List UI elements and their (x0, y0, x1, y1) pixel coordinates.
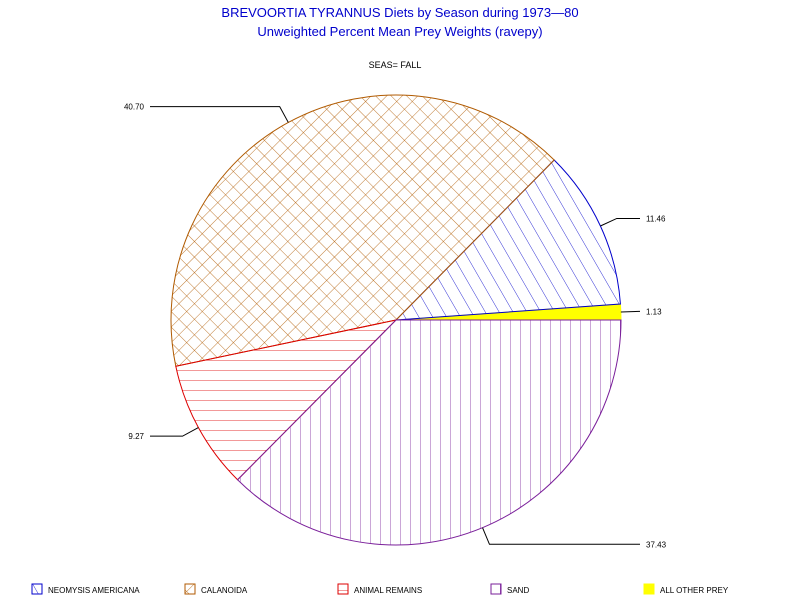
chart-subtitle: Unweighted Percent Mean Prey Weights (ra… (257, 24, 542, 39)
leader-line (150, 427, 199, 437)
pie-slice-calanoida (170, 94, 555, 367)
slice-value-label: 9.27 (128, 432, 144, 441)
legend-label: SAND (507, 586, 529, 595)
leader-line (150, 106, 289, 123)
legend-item: ALL OTHER PREY (643, 583, 729, 595)
legend-item: CALANOIDA (184, 583, 248, 595)
legend-item: NEOMYSIS AMERICANA (31, 583, 140, 595)
pie-slice-sand (236, 319, 622, 546)
legend-item: ANIMAL REMAINS (337, 583, 422, 595)
slice-value-label: 1.13 (646, 307, 662, 316)
legend-label: ALL OTHER PREY (660, 586, 729, 595)
pie-slices (170, 94, 622, 546)
legend-label: ANIMAL REMAINS (354, 586, 422, 595)
group-label: SEAS= FALL (369, 60, 422, 70)
legend-label: NEOMYSIS AMERICANA (48, 586, 140, 595)
slice-value-label: 37.43 (646, 540, 667, 549)
chart-title: BREVOORTIA TYRANNUS Diets by Season duri… (221, 5, 578, 20)
slice-value-label: 11.46 (646, 214, 666, 223)
pie-slice-animal-remains (175, 319, 398, 481)
legend-swatch (184, 583, 196, 595)
leader-line (600, 217, 640, 227)
legend-swatch (337, 583, 349, 595)
legend-swatch (31, 583, 43, 595)
slice-labels: 1.13 11.46 40.70 9.27 37.43 (124, 103, 667, 550)
legend-label: CALANOIDA (201, 586, 248, 595)
slice-value-label: 40.70 (124, 103, 145, 112)
legend-swatch (490, 583, 502, 595)
leader-line (620, 310, 640, 313)
pie-slice-neomysis-americana (394, 159, 621, 321)
leader-line (482, 527, 640, 545)
legend-swatch (643, 583, 655, 595)
legend: NEOMYSIS AMERICANA CALANOIDA ANIMAL REMAIN… (31, 583, 729, 595)
legend-item: SAND (490, 583, 529, 595)
